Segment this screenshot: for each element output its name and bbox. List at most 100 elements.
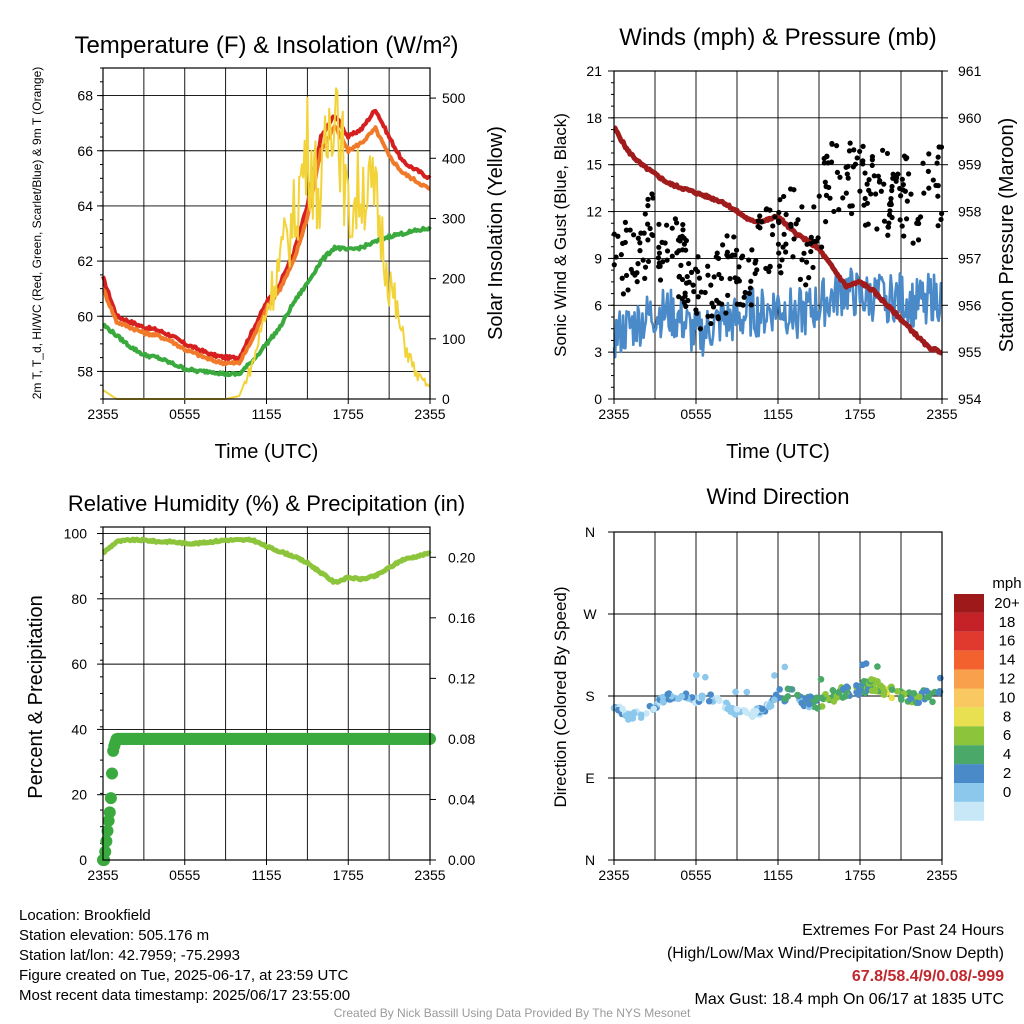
chart-title: Temperature (F) & Insolation (W/m²)	[74, 32, 458, 59]
gust-point	[889, 187, 895, 194]
gust-point	[930, 177, 936, 183]
gust-point	[693, 307, 699, 313]
gust-point	[631, 232, 637, 238]
gust-point	[880, 147, 886, 153]
plot-frame	[102, 67, 431, 400]
y-tick-label: 0	[79, 852, 87, 868]
legend-label: 14	[999, 652, 1016, 669]
gust-point	[846, 148, 853, 154]
gust-point	[888, 196, 894, 202]
direction-point	[637, 711, 645, 719]
y-tick-label: 18	[586, 110, 602, 126]
direction-point	[860, 678, 868, 685]
gust-point	[625, 287, 631, 293]
gust-point	[886, 220, 892, 226]
legend-label: 0	[1003, 784, 1011, 801]
gust-point	[727, 276, 733, 282]
gust-point	[791, 236, 797, 242]
gust-point	[714, 250, 720, 256]
gust-point	[871, 173, 877, 179]
gust-point	[733, 247, 740, 253]
y-right-tick-label: 0.00	[448, 852, 475, 868]
gust-point	[622, 239, 628, 246]
direction-point	[916, 693, 923, 701]
direction-point	[659, 693, 667, 701]
legend-label: 20+	[994, 595, 1020, 612]
direction-point	[678, 693, 686, 700]
y-tick-label: E	[585, 770, 594, 786]
gust-point	[619, 275, 625, 281]
y-axis-label: Percent & Precipitation	[25, 595, 47, 798]
gust-point	[897, 217, 903, 223]
gust-point	[769, 231, 776, 238]
legend-swatch	[954, 726, 984, 746]
gust-point	[934, 160, 940, 166]
gust-point	[676, 248, 682, 254]
legend-swatch	[954, 801, 984, 821]
direction-point	[839, 685, 847, 693]
gust-point	[862, 195, 868, 202]
direction-point	[625, 716, 632, 723]
gust-point	[840, 195, 846, 201]
gust-point	[715, 255, 722, 262]
y-axis-label: 2m T, T_d, HI/WC (Red, Green, Scarlet/Bl…	[30, 67, 44, 400]
gust-point	[935, 193, 941, 199]
gust-point	[678, 262, 684, 268]
gust-point	[920, 160, 926, 166]
y-axis-label: Sonic Wind & Gust (Blue, Black)	[551, 113, 570, 357]
gust-point	[753, 257, 759, 264]
gust-point	[705, 263, 711, 269]
gust-point	[788, 223, 794, 229]
direction-point	[705, 697, 713, 705]
gust-point	[860, 143, 866, 149]
gust-point	[799, 204, 805, 210]
direction-point	[723, 699, 730, 707]
gust-point	[807, 240, 814, 247]
gust-point	[634, 270, 640, 276]
direction-point	[829, 686, 837, 694]
gust-point	[844, 171, 850, 177]
gust-point	[681, 235, 687, 241]
gust-point	[831, 208, 837, 215]
y-axis-label: Direction (Colored By Speed)	[551, 586, 570, 807]
y-tick-label: 15	[586, 157, 602, 173]
pressure-line	[612, 125, 944, 356]
gust-point	[683, 303, 689, 309]
y-tick-label: 68	[77, 88, 93, 104]
gust-point	[910, 240, 916, 246]
gust-point	[818, 244, 825, 250]
gust-point	[903, 156, 909, 162]
gust-point	[732, 252, 738, 258]
gust-point	[898, 193, 904, 199]
y-tick-label: N	[585, 852, 595, 868]
gust-point	[772, 214, 778, 220]
gust-point	[843, 164, 849, 170]
gust-point	[683, 280, 690, 286]
gust-point	[711, 274, 717, 280]
y-right-tick-label: 960	[958, 110, 982, 126]
legend-label: 18	[999, 614, 1016, 631]
gust-point	[793, 221, 799, 227]
x-tick-label: 1755	[333, 406, 364, 422]
direction-point	[733, 705, 741, 713]
gust-point	[781, 231, 787, 237]
figure-created: Figure created on Tue, 2025-06-17, at 23…	[19, 967, 349, 984]
gust-point	[797, 276, 804, 282]
gust-point	[645, 258, 652, 265]
gust-point	[779, 257, 785, 263]
y-tick-label: 80	[71, 591, 87, 607]
credit-line: Created By Nick Bassill Using Data Provi…	[333, 1006, 691, 1020]
gust-point	[642, 211, 648, 217]
precip-point	[100, 835, 113, 848]
extremes-legend: (High/Low/Max Wind/Precipitation/Snow De…	[666, 945, 1004, 962]
legend-swatch	[954, 764, 984, 783]
legend-swatch	[954, 745, 984, 765]
gust-point	[869, 162, 875, 168]
precip-point	[106, 767, 119, 780]
humidity-line	[101, 536, 432, 585]
y-tick-label: 12	[586, 204, 602, 220]
x-tick-label: 1155	[763, 867, 793, 883]
gust-point	[847, 140, 853, 146]
gust-point	[673, 220, 680, 226]
direction-point	[936, 687, 943, 695]
